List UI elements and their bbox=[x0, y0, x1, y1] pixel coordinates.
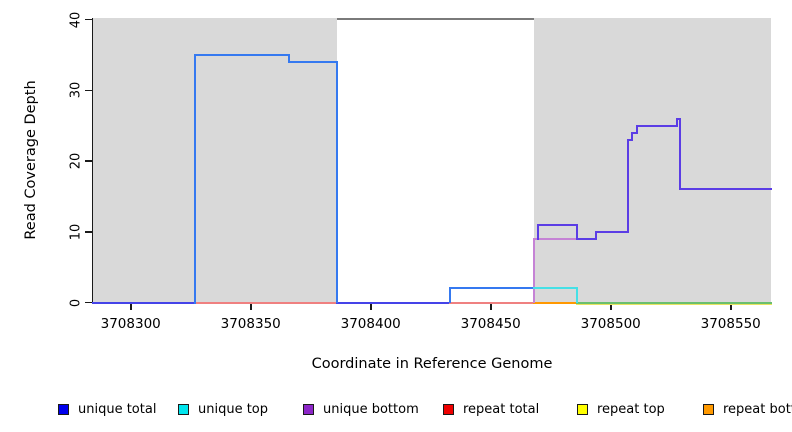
x-tick-label: 3708450 bbox=[460, 316, 521, 332]
y-tick-mark bbox=[85, 18, 93, 21]
y-tick-mark bbox=[85, 89, 93, 91]
y-tick-mark bbox=[85, 231, 93, 233]
unique-total-right-segment bbox=[678, 188, 772, 191]
unique-top-step-segment bbox=[576, 287, 579, 304]
plot-top-border bbox=[93, 18, 771, 20]
x-tick-label: 3708300 bbox=[100, 316, 161, 332]
overlap-green-zero-segment bbox=[576, 301, 772, 304]
unique-total-right-segment bbox=[630, 131, 638, 134]
x-axis-title: Coordinate in Reference Genome bbox=[311, 356, 553, 372]
coverage-lines bbox=[92, 18, 772, 305]
x-tick-label: 3708550 bbox=[700, 316, 761, 332]
repeat-top-swatch-icon bbox=[577, 404, 588, 415]
unique-total-right-segment bbox=[536, 223, 579, 226]
repeat-total-zero-mid-segment bbox=[448, 301, 536, 304]
repeat-region-band bbox=[93, 18, 338, 303]
unique-total-zero-mid-segment bbox=[336, 301, 451, 304]
x-tick-label: 3708500 bbox=[580, 316, 641, 332]
unique-total-swatch-icon bbox=[58, 404, 69, 415]
legend: unique total unique top unique bottom re… bbox=[0, 400, 792, 424]
repeat-region-band bbox=[533, 18, 771, 303]
x-tick-label: 3708400 bbox=[340, 316, 401, 332]
unique-total-right-segment bbox=[627, 138, 633, 141]
unique-total-right-segment bbox=[635, 124, 678, 127]
legend-label: unique bottom bbox=[323, 402, 419, 417]
x-tick-mark bbox=[610, 304, 612, 310]
y-tick-mark bbox=[85, 301, 93, 304]
unique-total-zero-left-segment bbox=[92, 301, 197, 304]
legend-item-unique-bottom: unique bottom bbox=[303, 402, 419, 417]
x-tick-mark bbox=[370, 304, 372, 310]
y-tick-label: 20 bbox=[68, 152, 84, 170]
repeat-total-zero-left-segment bbox=[194, 301, 339, 304]
unique-total-low-step-segment bbox=[448, 287, 536, 290]
repeat-top-zero-segment bbox=[576, 302, 772, 305]
unique-total-right-segment bbox=[675, 117, 681, 120]
unique-total-right-segment bbox=[595, 230, 598, 240]
repeat-bottom-zero-segment bbox=[533, 301, 579, 304]
legend-label: unique top bbox=[198, 402, 269, 417]
unique-total-right-segment bbox=[678, 117, 681, 191]
unique-total-right-segment bbox=[595, 230, 630, 233]
legend-item-unique-top: unique top bbox=[178, 402, 268, 417]
legend-label: repeat total bbox=[463, 402, 540, 417]
repeat-total-swatch-icon bbox=[443, 404, 454, 415]
y-tick-label: 10 bbox=[68, 223, 84, 241]
y-tick-label: 0 bbox=[68, 298, 84, 307]
unique-total-low-step-segment bbox=[448, 287, 451, 304]
legend-label: repeat top bbox=[597, 402, 665, 417]
legend-item-unique-total: unique total bbox=[58, 402, 156, 417]
unique-total-right-segment bbox=[635, 124, 638, 134]
unique-bottom-step-segment bbox=[533, 237, 579, 240]
unique-bottom-swatch-icon bbox=[303, 404, 314, 415]
y-tick-label: 40 bbox=[68, 11, 84, 28]
legend-item-repeat-total: repeat total bbox=[443, 402, 539, 417]
repeat-bottom-swatch-icon bbox=[703, 404, 714, 415]
unique-top-step-segment bbox=[533, 287, 579, 290]
legend-label: repeat bottom bbox=[723, 402, 792, 417]
unique-total-peak-segment bbox=[194, 53, 197, 304]
unique-total-peak-segment bbox=[336, 60, 339, 304]
x-tick-mark bbox=[490, 304, 492, 310]
y-tick-mark bbox=[85, 160, 93, 162]
unique-total-right-segment bbox=[576, 223, 579, 240]
unique-total-peak-segment bbox=[288, 60, 339, 63]
legend-label: unique total bbox=[78, 402, 157, 417]
unique-total-right-segment bbox=[675, 117, 678, 127]
unique-total-right-segment bbox=[536, 223, 539, 240]
x-tick-label: 3708350 bbox=[220, 316, 281, 332]
legend-item-repeat-bottom: repeat bottom bbox=[703, 402, 792, 417]
x-tick-mark bbox=[730, 304, 732, 310]
unique-total-right-segment bbox=[576, 237, 598, 240]
legend-item-repeat-top: repeat top bbox=[577, 402, 665, 417]
x-tick-mark bbox=[130, 304, 132, 310]
unique-bottom-step-segment bbox=[533, 237, 536, 304]
y-axis-title: Read Coverage Depth bbox=[23, 80, 39, 240]
unique-top-swatch-icon bbox=[178, 404, 189, 415]
unique-total-right-segment bbox=[627, 138, 630, 233]
unique-total-right-segment bbox=[630, 131, 633, 141]
unique-total-peak-segment bbox=[194, 53, 291, 56]
unique-total-peak-segment bbox=[288, 53, 291, 63]
x-tick-mark bbox=[250, 304, 252, 310]
y-tick-label: 30 bbox=[68, 82, 84, 99]
plot-area bbox=[92, 18, 772, 305]
